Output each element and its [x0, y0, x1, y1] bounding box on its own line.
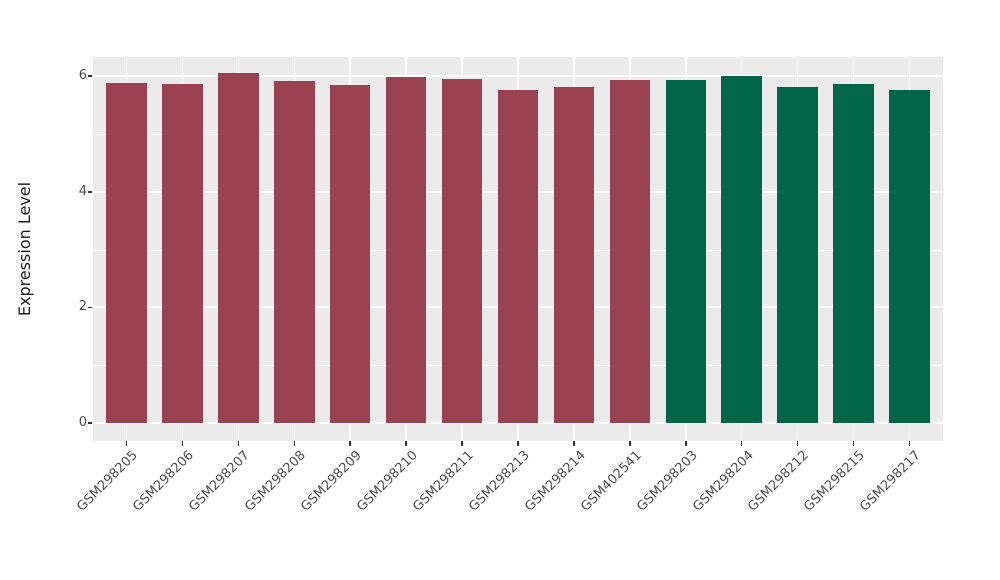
x-tick-mark: [517, 441, 519, 446]
bar-GSM298211: [441, 78, 483, 423]
x-tick-mark: [908, 441, 911, 446]
bar-GSM298203: [665, 80, 706, 423]
x-tick-mark: [293, 441, 296, 446]
x-tick-mark: [852, 441, 855, 446]
bar-GSM298215: [833, 83, 874, 423]
x-tick-mark: [181, 441, 184, 446]
plot-panel: [93, 57, 943, 441]
bar-GSM298205: [106, 82, 147, 423]
x-tick-mark: [740, 441, 743, 446]
x-tick-mark: [573, 441, 575, 446]
x-tick-mark: [405, 441, 407, 446]
y-tick-label: 6: [78, 68, 87, 84]
y-axis-title: Expression Level: [15, 181, 34, 317]
bar-GSM298217: [889, 90, 930, 423]
y-tick-mark: [88, 422, 92, 424]
y-tick-mark: [88, 75, 92, 77]
bar-GSM298209: [329, 85, 371, 423]
x-tick-mark: [461, 441, 463, 446]
x-tick-mark: [237, 441, 240, 446]
bar-GSM298206: [162, 84, 203, 423]
bar-GSM298210: [385, 77, 427, 423]
y-tick-mark: [88, 191, 92, 193]
bar-GSM298212: [777, 87, 818, 423]
bar-GSM298214: [553, 86, 595, 423]
bar-GSM298213: [497, 90, 539, 423]
y-tick-label: 0: [78, 415, 87, 430]
x-tick-mark: [629, 441, 631, 446]
x-tick-mark: [796, 441, 799, 446]
y-tick-mark: [88, 306, 92, 309]
bar-GSM298208: [274, 80, 315, 423]
x-tick-mark: [685, 441, 687, 446]
x-tick-mark: [125, 441, 128, 446]
bar-GSM298207: [218, 73, 259, 423]
bar-GSM402541: [609, 80, 651, 423]
x-tick-mark: [349, 441, 351, 446]
y-tick-label: 4: [78, 183, 87, 199]
bar-GSM298204: [721, 75, 762, 423]
y-tick-label: 2: [78, 299, 87, 315]
